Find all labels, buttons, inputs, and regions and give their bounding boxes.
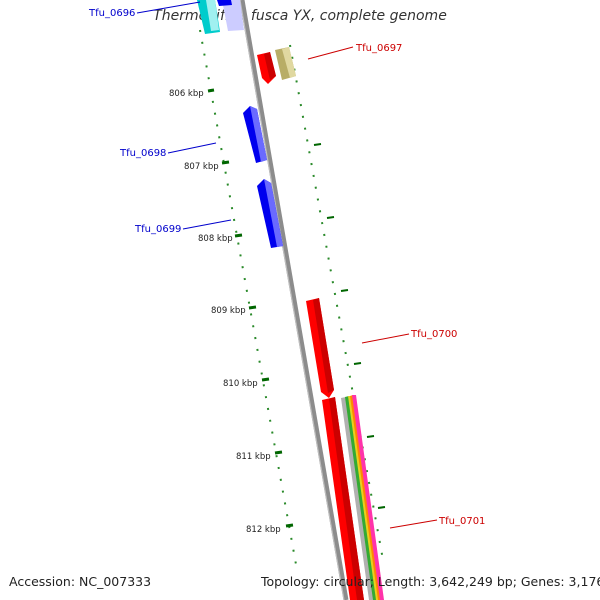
tick-mark-808: [234, 233, 243, 238]
tick-mark-807: [221, 160, 230, 165]
gene-tfu-0696[interactable]: [217, 0, 232, 6]
genome-backbone: [239, 0, 349, 600]
gene-label-tfu-0701[interactable]: Tfu_0701: [438, 516, 485, 527]
genome-backbone-highlight: [239, 0, 345, 600]
gene-tfu-0700-shade: [313, 298, 334, 393]
minor-tick: [340, 289, 349, 292]
feature-stripe-magenta: [352, 395, 384, 600]
tick-mark-810: [261, 377, 270, 382]
gene-tfu-0699-shade: [264, 179, 283, 247]
tick-label-812: 812 kbp: [246, 525, 281, 535]
tick-label-809: 809 kbp: [211, 306, 246, 316]
gene-label-tfu-0696[interactable]: Tfu_0696: [88, 8, 135, 19]
tick-mark-806: [207, 88, 215, 93]
tick-label-807: 807 kbp: [184, 162, 219, 172]
tick-label-810: 810 kbp: [223, 379, 258, 389]
feature-cyan-light: [206, 0, 219, 31]
minor-tick: [313, 143, 322, 146]
tick-label-811: 811 kbp: [236, 452, 271, 462]
gene-tfu-0701-shade: [329, 397, 364, 600]
accession-text: Accession: NC_007333: [9, 574, 152, 589]
leader-tfu-0701: [389, 519, 438, 529]
leader-tfu-0698: [167, 142, 217, 154]
gene-tfu-0698-shade: [250, 106, 267, 162]
topology-text: Topology: circular; Length: 3,642,249 bp…: [261, 574, 600, 589]
gene-label-tfu-0697[interactable]: Tfu_0697: [355, 43, 402, 54]
leader-tfu-0697: [307, 46, 354, 60]
feature-khaki-light: [282, 47, 296, 78]
tick-mark-811: [274, 450, 283, 455]
leader-tfu-0699: [182, 219, 232, 230]
leader-tfu-0696: [136, 1, 201, 14]
tick-label-808: 808 kbp: [198, 234, 233, 244]
tick-label-806: 806 kbp: [169, 89, 204, 99]
left-ruler-track: [199, 29, 298, 571]
gene-label-tfu-0700[interactable]: Tfu_0700: [410, 329, 457, 340]
feature-stripe-grey: [341, 397, 374, 600]
tick-mark-812: [285, 523, 294, 528]
minor-tick: [377, 506, 386, 509]
leader-tfu-0700: [361, 333, 410, 344]
gene-label-tfu-0699[interactable]: Tfu_0699: [134, 224, 181, 235]
gene-tfu-0697-shade: [264, 52, 276, 80]
minor-tick: [326, 216, 335, 219]
minor-tick: [366, 435, 375, 438]
tick-mark-809: [248, 305, 257, 310]
feature-lavender: [222, 0, 244, 31]
gene-label-tfu-0698[interactable]: Tfu_0698: [119, 148, 166, 159]
minor-tick: [353, 362, 362, 365]
